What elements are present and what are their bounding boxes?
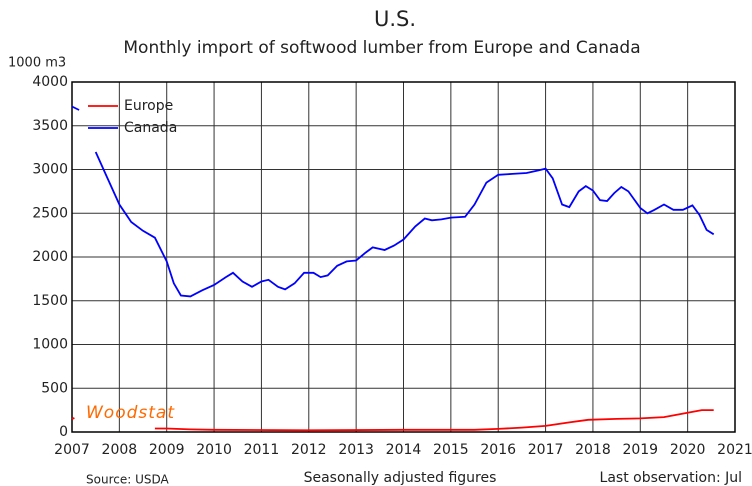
y-tick-label: 4000 xyxy=(32,74,68,90)
y-tick-label: 3000 xyxy=(32,162,68,178)
x-tick-label: 2021 xyxy=(717,442,752,458)
x-tick-label: 2020 xyxy=(670,442,706,458)
x-tick-label: 2009 xyxy=(149,442,185,458)
legend-label: Canada xyxy=(124,120,177,136)
y-tick-label: 0 xyxy=(59,424,68,440)
x-tick-label: 2017 xyxy=(528,442,564,458)
watermark: Woodstat xyxy=(86,403,175,423)
x-tick-label: 2012 xyxy=(291,442,327,458)
chart-title: U.S. xyxy=(374,7,416,31)
line-series xyxy=(71,409,714,432)
chart-subtitle: Monthly import of softwood lumber from E… xyxy=(123,38,640,58)
last-observation: Last observation: Jul xyxy=(600,470,742,486)
y-tick-label: 500 xyxy=(41,380,68,396)
x-tick-label: 2016 xyxy=(480,442,516,458)
y-axis-label: 1000 m3 xyxy=(8,56,66,71)
y-tick-label: 1000 xyxy=(32,337,68,353)
x-tick-label: 2008 xyxy=(102,442,138,458)
line-series xyxy=(71,105,715,298)
x-tick-label: 2007 xyxy=(54,442,90,458)
x-tick-label: 2018 xyxy=(575,442,611,458)
x-tick-label: 2015 xyxy=(433,442,469,458)
y-tick-label: 3500 xyxy=(32,118,68,134)
y-tick-label: 2500 xyxy=(32,205,68,221)
y-tick-label: 1500 xyxy=(32,293,68,309)
x-tick-label: 2010 xyxy=(196,442,232,458)
x-tick-label: 2014 xyxy=(386,442,422,458)
plot-frame xyxy=(71,81,736,433)
note: Seasonally adjusted figures xyxy=(304,470,497,486)
source: Source: USDA xyxy=(86,473,170,486)
x-tick-label: 2011 xyxy=(244,442,280,458)
x-tick-label: 2013 xyxy=(338,442,374,458)
x-tick-label: 2019 xyxy=(622,442,658,458)
y-tick-label: 2000 xyxy=(32,249,68,265)
legend-label: Europe xyxy=(124,98,173,114)
